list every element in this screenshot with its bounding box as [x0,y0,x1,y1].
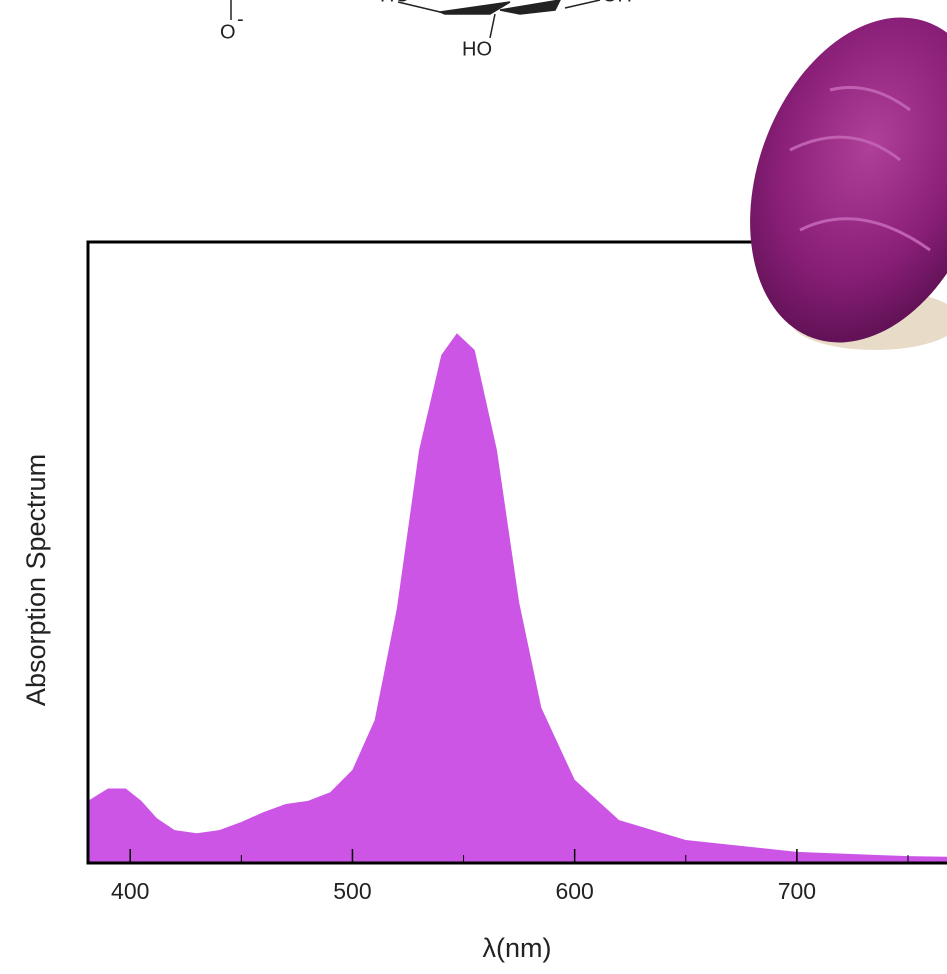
page: {"molecule": {"labels": ["HO", "OH", "HO… [0,0,947,974]
x-axis-label: λ(nm) [483,933,552,963]
cabbage-image [707,0,947,376]
bond [565,0,600,8]
x-tick-label: 500 [333,878,371,904]
atom-label: OH [602,0,632,6]
plot-area: 400 500 600 700 λ(nm) Absorption Spectrum [21,242,947,963]
absorption-area [88,333,947,863]
figure: HO OH HO O - 400 500 600 700 λ(nm) Absorption… [0,0,947,974]
charge-label: - [237,8,244,30]
atom-label: HO [462,38,492,60]
y-axis-label: Absorption Spectrum [21,454,51,706]
bond-wedge [440,2,510,14]
x-tick-label: 400 [111,878,149,904]
x-tick-label: 700 [778,878,816,904]
bond [490,14,495,38]
x-tick-label: 600 [555,878,593,904]
atom-label: O [220,21,236,43]
molecule-fragment: HO OH HO O - [220,0,632,60]
atom-label: HO [380,0,410,6]
